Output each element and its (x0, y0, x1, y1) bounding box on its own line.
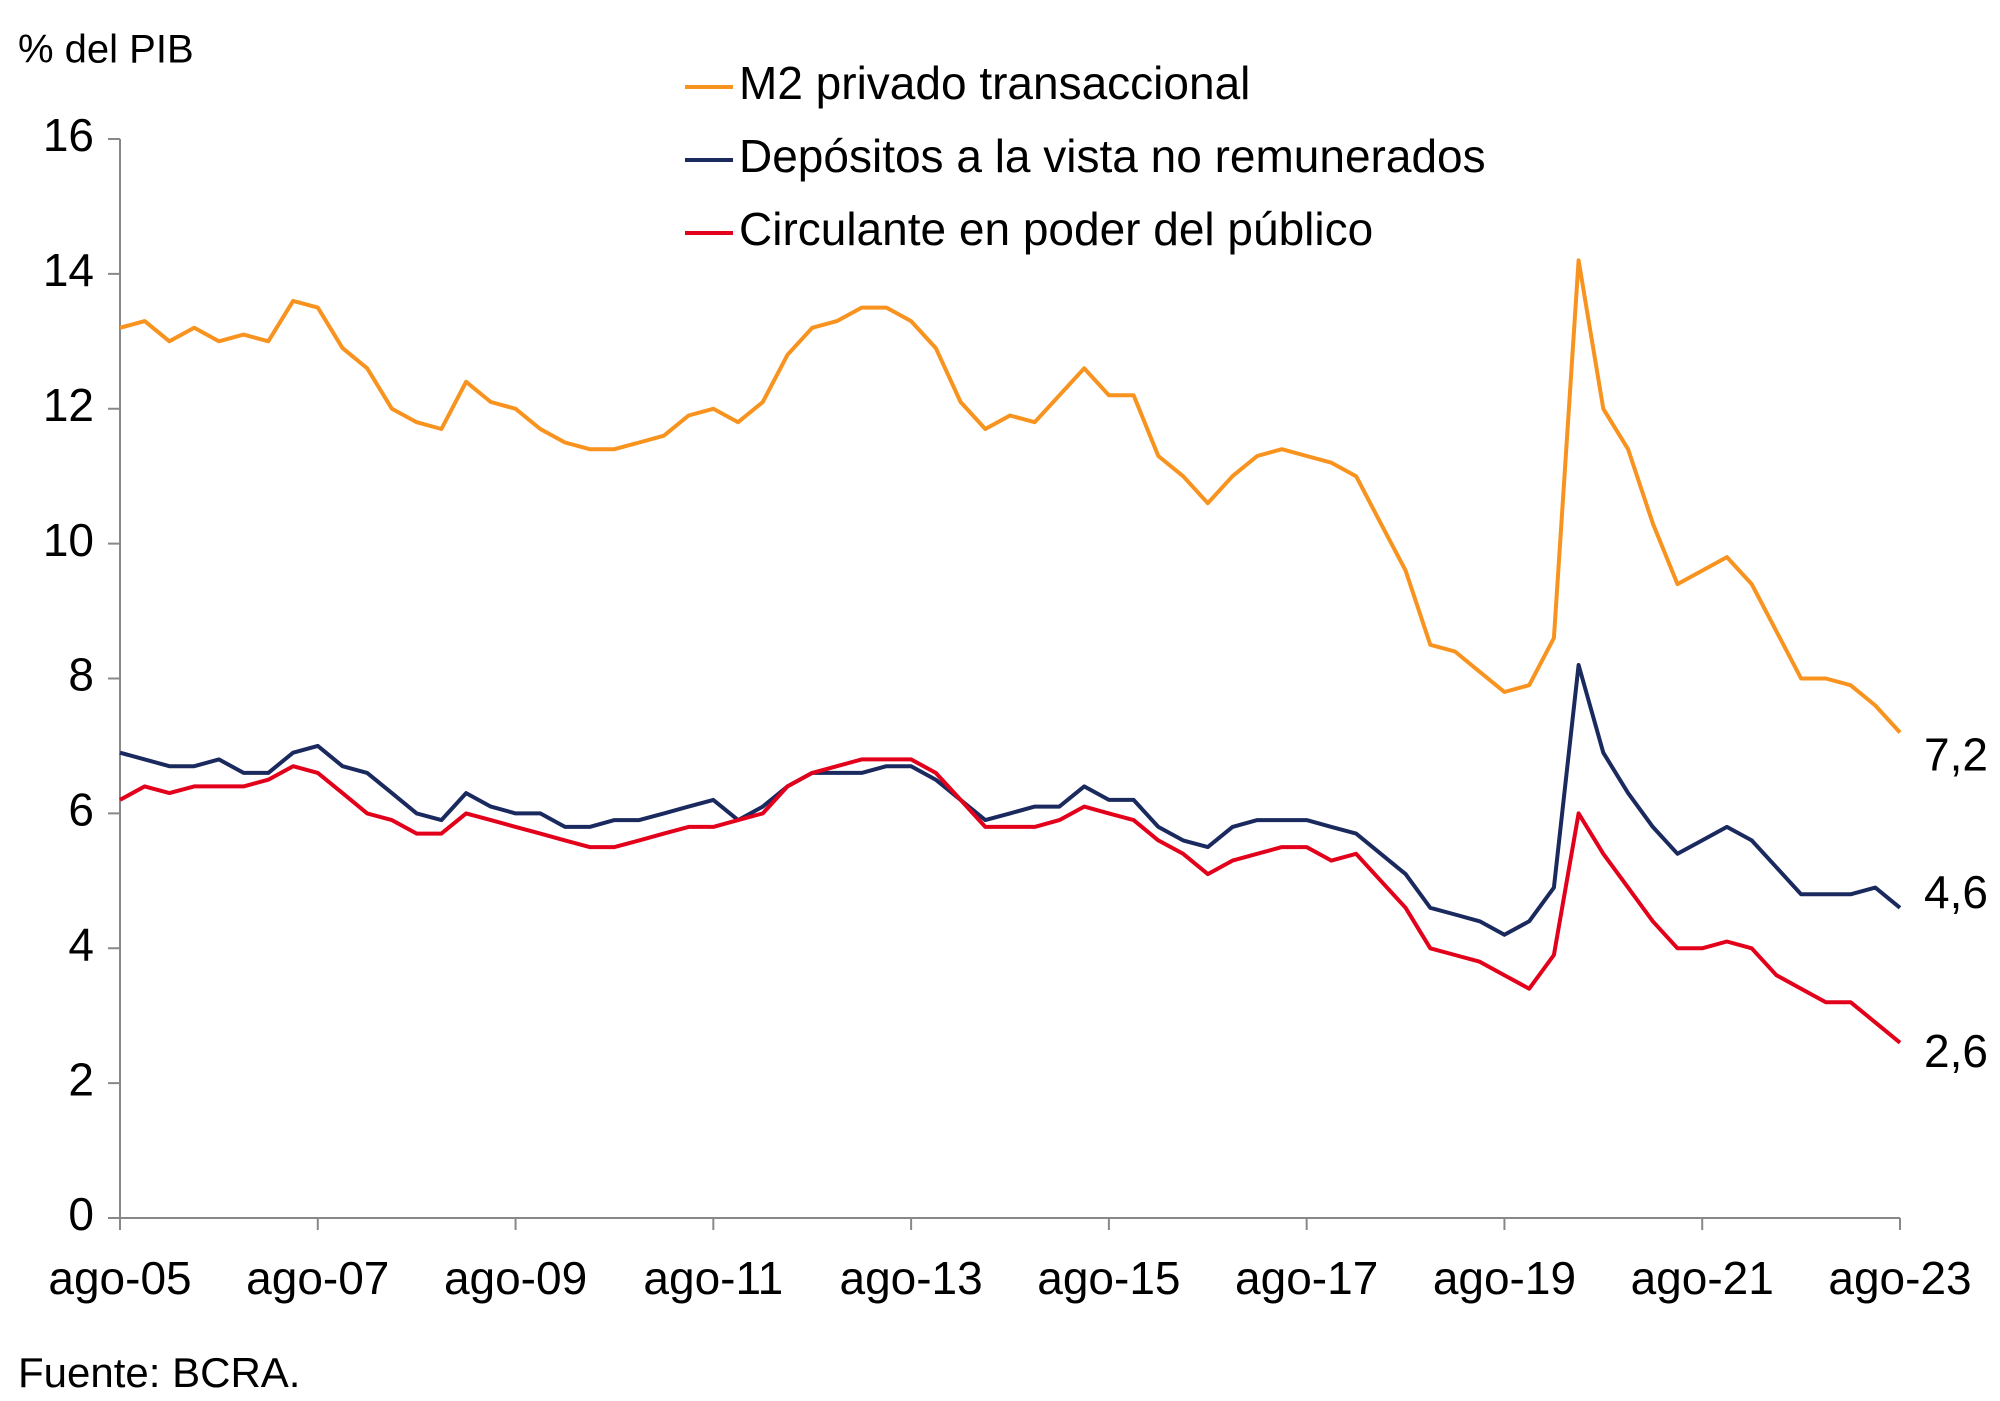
y-tick-label: 4 (68, 918, 94, 970)
line-series (119, 663, 1902, 937)
legend-label: M2 privado transaccional (739, 57, 1250, 109)
x-tick-label: ago-05 (48, 1252, 191, 1304)
source: Fuente: BCRA. (18, 1349, 300, 1396)
value-label: 7,2 (1924, 729, 1988, 781)
value-label: 4,6 (1924, 866, 1988, 918)
y-tick-label: 14 (43, 244, 94, 296)
x-tick-label: ago-07 (246, 1252, 389, 1304)
legend-label: Circulante en poder del público (739, 203, 1373, 255)
x-tick-label: ago-21 (1631, 1252, 1774, 1304)
legend-label: Depósitos a la vista no remunerados (739, 130, 1486, 182)
x-tick-label: ago-09 (444, 1252, 587, 1304)
y-tick-label: 6 (68, 784, 94, 836)
x-tick-label: ago-23 (1828, 1252, 1971, 1304)
y-tick-label: 8 (68, 649, 94, 701)
line-series (119, 757, 1902, 1045)
x-tick-label: ago-19 (1433, 1252, 1576, 1304)
y-axis-label: % del PIB (18, 28, 194, 72)
y-tick-label: 16 (43, 109, 94, 161)
x-tick-label: ago-17 (1235, 1252, 1378, 1304)
y-tick-label: 10 (43, 514, 94, 566)
line-series (119, 258, 1902, 734)
y-tick-label: 2 (68, 1053, 94, 1105)
y-tick-label: 12 (43, 379, 94, 431)
y-tick-label: 0 (68, 1188, 94, 1240)
x-tick-label: ago-13 (839, 1252, 982, 1304)
value-label: 2,6 (1924, 1025, 1988, 1077)
x-tick-label: ago-15 (1037, 1252, 1180, 1304)
x-tick-label: ago-11 (643, 1252, 783, 1304)
